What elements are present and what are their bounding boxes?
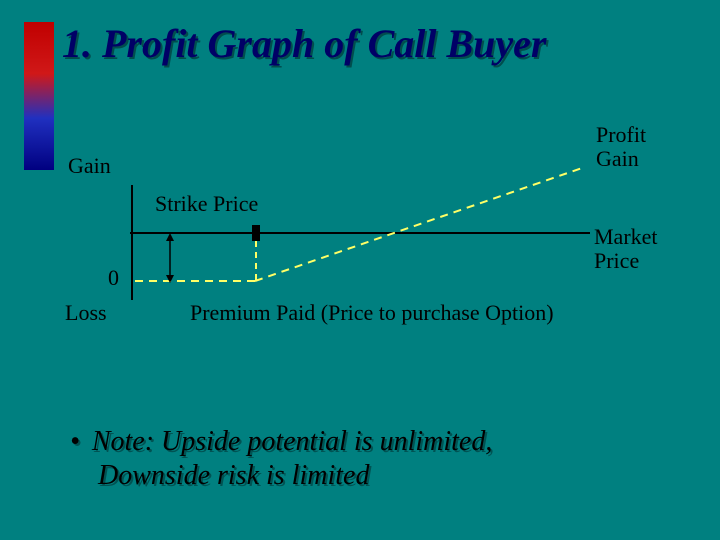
gain-label: Gain xyxy=(68,153,111,179)
profit-text: Profit xyxy=(596,123,646,147)
premium-arrow-up xyxy=(166,233,174,241)
slide-title: 1. Profit Graph of Call Buyer xyxy=(62,22,546,66)
title-text: Profit Graph of Call Buyer xyxy=(102,21,546,66)
profit-gain-label: Profit Gain xyxy=(596,123,646,171)
zero-label: 0 xyxy=(108,265,119,291)
note-line2: Downside risk is limited xyxy=(98,460,369,491)
loss-label: Loss xyxy=(65,300,107,326)
title-number: 1. xyxy=(62,21,92,66)
market-text: Market xyxy=(594,225,658,249)
strike-tick xyxy=(252,225,260,241)
profit-graph: Gain Profit Gain Strike Price Market Pri… xyxy=(0,105,720,385)
market-price-label: Market Price xyxy=(594,225,658,273)
note-line1: Note: Upside potential is unlimited, xyxy=(92,426,493,457)
strike-price-label: Strike Price xyxy=(155,191,258,217)
gain-text: Gain xyxy=(596,147,646,171)
bullet: • xyxy=(70,425,80,459)
payoff-rising xyxy=(255,167,585,281)
note-text: • Note: Upside potential is unlimited, Do… xyxy=(70,425,650,492)
price-text: Price xyxy=(594,249,658,273)
premium-label: Premium Paid (Price to purchase Option) xyxy=(190,300,554,326)
